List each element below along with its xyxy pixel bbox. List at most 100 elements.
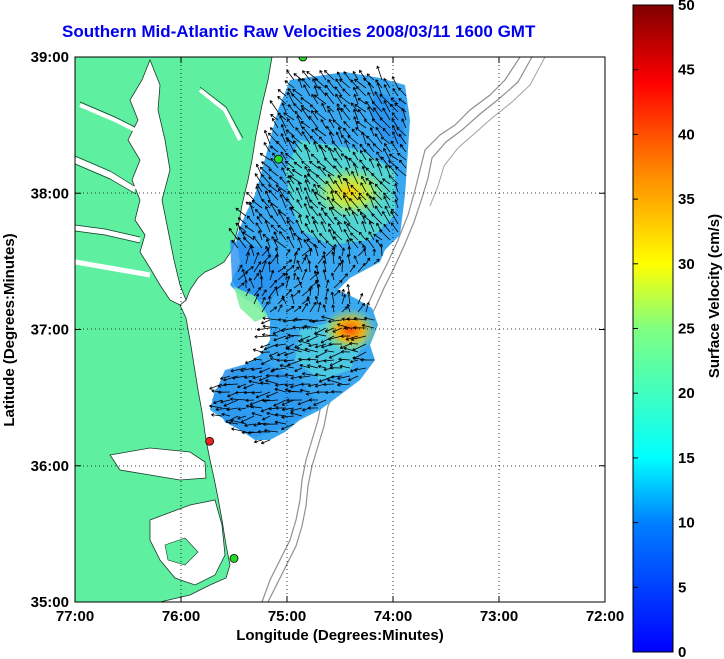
velocity-arrow <box>333 262 341 273</box>
velocity-arrow <box>312 220 319 233</box>
velocity-arrow <box>346 253 351 265</box>
velocity-arrow <box>276 140 287 153</box>
velocity-arrow <box>384 143 391 153</box>
velocity-arrow <box>297 237 303 249</box>
velocity-arrow <box>351 170 359 185</box>
velocity-arrow <box>302 372 319 377</box>
velocity-arrow <box>287 359 303 367</box>
velocity-arrow <box>346 291 351 305</box>
velocity-arrow <box>333 279 343 289</box>
velocity-arrow <box>252 235 263 249</box>
velocity-arrow <box>345 207 351 217</box>
velocity-arrow <box>284 383 295 387</box>
velocity-arrow <box>273 231 279 241</box>
velocity-arrow <box>253 251 260 265</box>
velocity-arrow <box>300 105 311 113</box>
velocity-arrow <box>324 296 328 305</box>
velocity-arrow <box>374 133 383 145</box>
velocity-arrow <box>262 415 271 421</box>
velocity-arrow <box>261 174 271 185</box>
velocity-arrow <box>293 290 301 297</box>
velocity-arrow <box>372 143 383 153</box>
x-tick-label: 74:00 <box>374 608 412 625</box>
velocity-arrow <box>274 413 287 417</box>
velocity-arrow <box>313 94 327 105</box>
velocity-arrow <box>223 382 239 387</box>
velocity-arrow <box>287 138 295 153</box>
velocity-arrow <box>379 243 384 257</box>
y-axis-ticks: 39:00 38:00 37:00 36:00 35:00 <box>31 49 605 611</box>
x-axis-label: Longitude (Degrees:Minutes) <box>236 627 444 644</box>
velocity-arrow <box>281 295 287 305</box>
velocity-arrow <box>367 142 375 153</box>
velocity-arrow <box>261 296 266 305</box>
velocity-arrow <box>268 184 279 193</box>
velocity-arrow <box>211 413 223 417</box>
velocity-arrow <box>265 245 271 257</box>
velocity-arrow <box>264 220 271 233</box>
velocity-arrow <box>313 183 319 193</box>
velocity-arrow <box>351 211 359 225</box>
velocity-arrow <box>285 249 291 257</box>
velocity-arrow <box>337 221 343 233</box>
velocity-arrow <box>298 339 311 345</box>
velocity-arrow <box>308 343 319 348</box>
velocity-arrow <box>360 358 374 362</box>
velocity-arrow <box>274 343 287 348</box>
velocity-arrow <box>213 399 223 405</box>
velocity-arrow <box>243 237 255 249</box>
velocity-arrow <box>337 174 343 185</box>
velocity-arrow <box>365 302 370 313</box>
velocity-arrow <box>263 142 271 153</box>
velocity-arrow <box>399 143 407 153</box>
velocity-arrow <box>343 127 351 137</box>
velocity-arrow <box>338 95 351 105</box>
velocity-arrow <box>281 167 287 177</box>
velocity-arrow <box>353 86 359 97</box>
velocity-arrow <box>350 232 359 241</box>
colorbar-tick-label: 35 <box>678 191 695 208</box>
velocity-arrow <box>309 285 313 297</box>
velocity-arrow <box>249 245 255 257</box>
velocity-arrow <box>363 316 375 321</box>
velocity-arrow <box>361 131 367 145</box>
velocity-arrow <box>360 182 367 193</box>
velocity-arrow <box>337 383 351 387</box>
velocity-arrow <box>261 183 271 193</box>
velocity-arrow <box>274 286 279 297</box>
velocity-arrow <box>287 180 295 193</box>
velocity-arrow <box>305 196 311 209</box>
velocity-arrow <box>361 175 367 185</box>
velocity-arrow <box>326 125 335 137</box>
velocity-arrow <box>281 415 295 419</box>
velocity-arrow <box>305 391 319 396</box>
velocity-arrow <box>264 205 271 217</box>
velocity-arrow <box>320 119 327 129</box>
velocity-arrow <box>328 118 335 129</box>
velocity-arrow <box>268 189 279 201</box>
velocity-arrow <box>294 317 311 321</box>
velocity-arrow <box>315 351 327 358</box>
velocity-arrow <box>248 201 255 217</box>
velocity-arrow <box>280 133 287 145</box>
velocity-arrow <box>306 335 319 343</box>
velocity-arrow <box>265 379 279 385</box>
colorbar-tick-label: 0 <box>678 644 686 659</box>
velocity-arrow <box>309 160 319 169</box>
velocity-arrow <box>313 399 327 406</box>
velocity-arrow <box>303 239 311 249</box>
velocity-arrow <box>397 152 407 161</box>
velocity-arrow <box>259 166 271 177</box>
velocity-arrow <box>357 262 366 273</box>
velocity-arrow <box>274 387 287 393</box>
velocity-arrow <box>253 286 262 297</box>
velocity-arrow <box>369 158 375 169</box>
velocity-arrow <box>333 165 343 177</box>
velocity-arrow <box>293 161 303 169</box>
velocity-arrow <box>251 199 263 209</box>
velocity-arrow <box>315 174 327 185</box>
velocity-arrow <box>368 181 375 193</box>
velocity-arrow <box>284 373 295 377</box>
velocity-arrow <box>291 169 303 177</box>
velocity-arrow <box>313 141 319 153</box>
